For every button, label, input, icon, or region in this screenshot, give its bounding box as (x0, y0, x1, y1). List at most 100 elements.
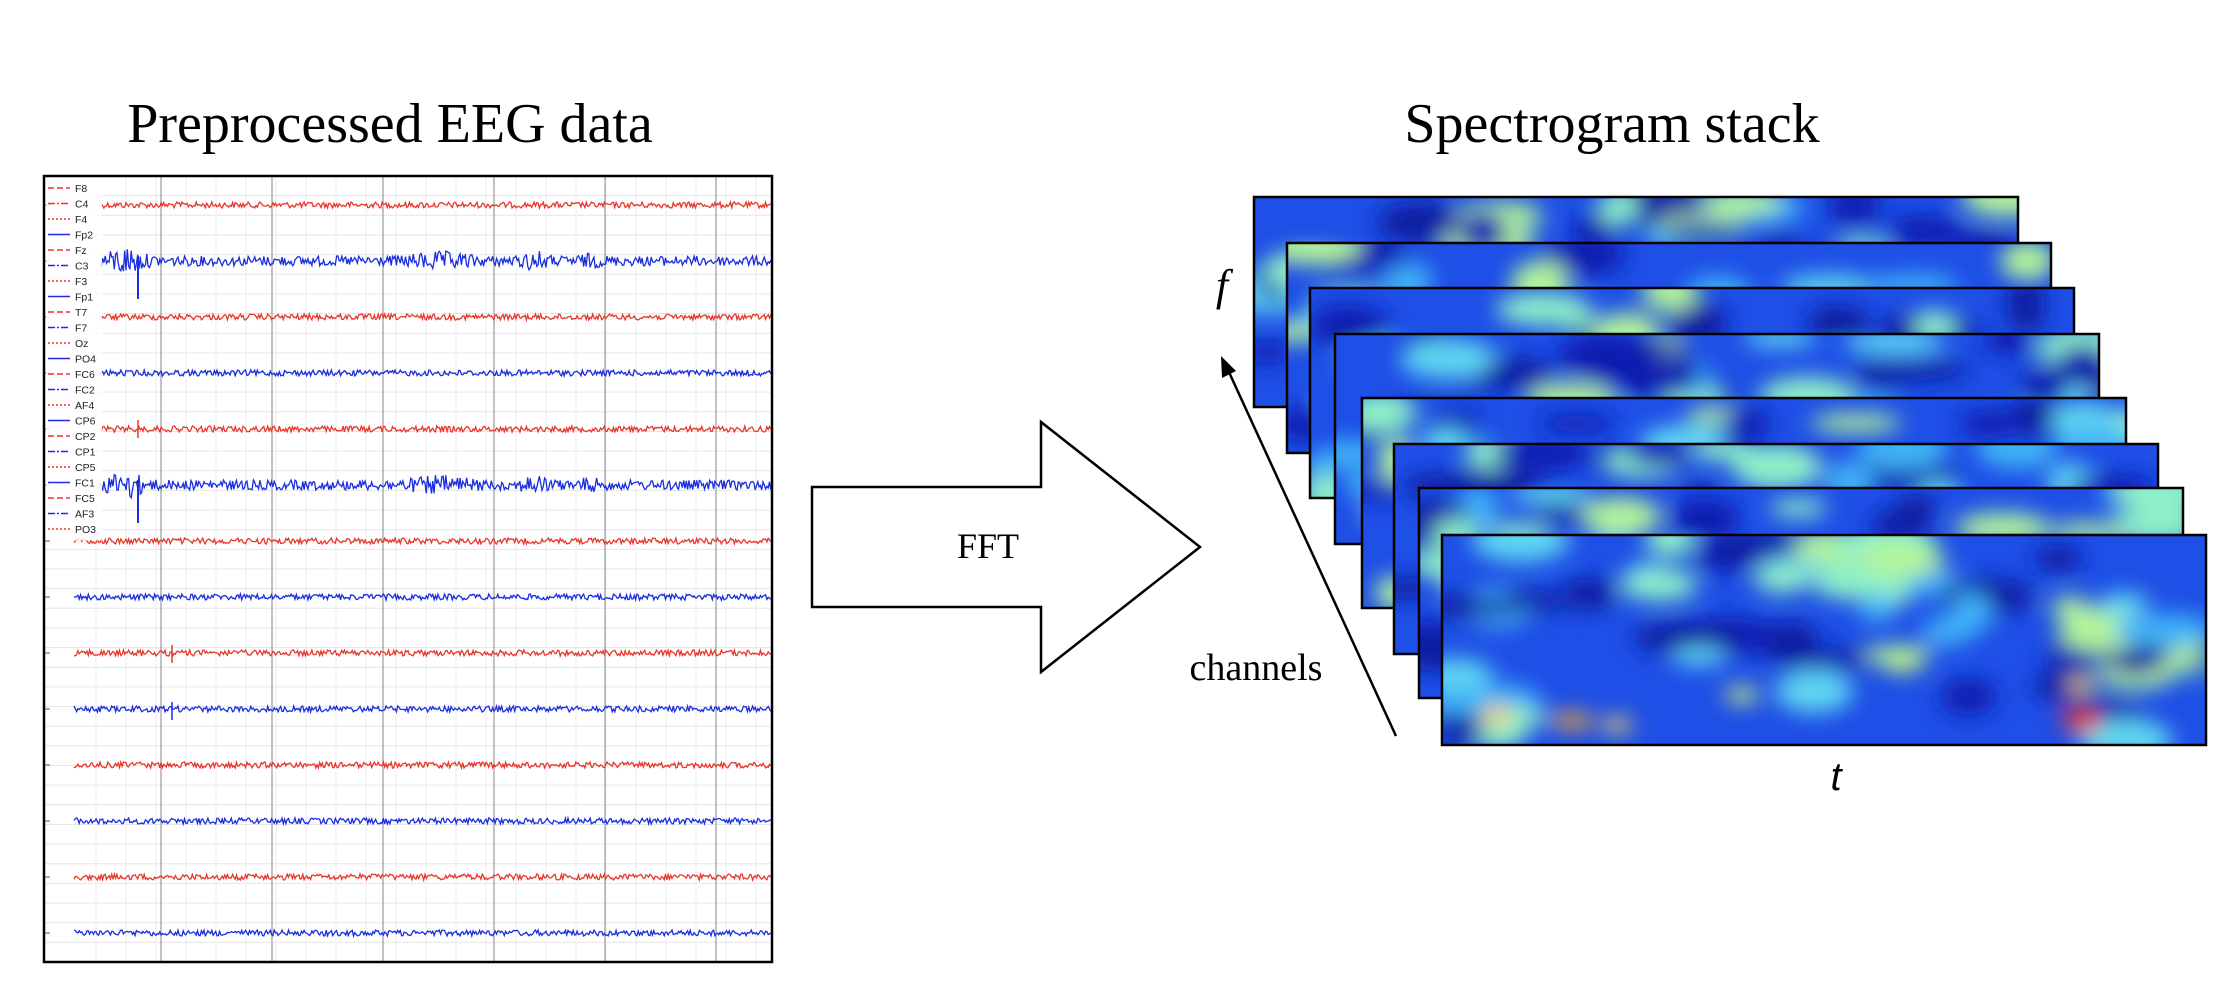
eeg-legend-label: CP5 (75, 462, 96, 474)
spectrogram-blob (2098, 592, 2149, 616)
eeg-plot-frame (42, 174, 774, 964)
spectrogram-blob (1597, 197, 1639, 226)
spectrogram-blob (1399, 339, 1499, 379)
eeg-legend-label: PO4 (75, 354, 96, 366)
eeg-trace (73, 591, 772, 603)
eeg-legend-label: C3 (75, 261, 89, 273)
spectrogram-blob (1377, 202, 1464, 244)
eeg-traces (44, 199, 772, 939)
spectrogram-blob (1828, 197, 1881, 226)
eeg-legend-label: FC1 (75, 478, 95, 490)
eeg-legend-label: CP2 (75, 431, 96, 443)
channels-arrow (1221, 356, 1398, 737)
spectrogram-blob (1870, 510, 1931, 541)
eeg-legend: F8 C4 F4 Fp2 Fz C3 F3 Fp1 T7 F7 Oz PO4 FC6 FC2 AF4 CP6 C… (46, 178, 102, 541)
eeg-plot: F8 C4 F4 Fp2 Fz C3 F3 Fp1 T7 F7 Oz PO4 FC6 FC2 AF4 CP6 C… (42, 174, 774, 964)
spectrogram-blob (2007, 289, 2046, 333)
spectrogram-blob (1961, 197, 2018, 217)
eeg-legend-label: Fz (75, 245, 87, 257)
eeg-trace (99, 367, 772, 379)
spectrogram-blob (1844, 334, 1946, 355)
spectrogram-blob (2058, 607, 2147, 653)
eeg-legend-label: F7 (75, 323, 87, 335)
eeg-trace (73, 815, 772, 827)
spectrogram-hotspot (2068, 678, 2096, 692)
eeg-legend-label: F8 (75, 183, 87, 195)
spectrogram-stack (1252, 195, 2208, 747)
fft-arrow: FFT (810, 419, 1203, 675)
spectrogram-blob (1538, 414, 1616, 433)
eeg-legend-label: PO3 (75, 524, 96, 536)
spectrogram-blob (1561, 578, 1617, 610)
spectrogram-blob (1543, 243, 1626, 277)
eeg-trace (99, 473, 772, 500)
spectrogram-blob (2000, 243, 2051, 281)
spectrogram-blobs (1442, 535, 2206, 745)
spectrogram-blob (1442, 688, 1500, 715)
eeg-legend-label: CP6 (75, 416, 96, 428)
spectrogram-blob (1753, 563, 1812, 593)
spectrogram-blob (1287, 243, 1363, 265)
fft-label: FFT (957, 526, 1019, 566)
spectrogram-blob (1857, 541, 1946, 578)
spectrogram-blob (1775, 669, 1854, 714)
eeg-legend-label: F4 (75, 214, 87, 226)
spectrogram-blob (1628, 444, 1692, 468)
spectrogram-blob (1661, 222, 1749, 244)
spectrogram-blob (1701, 197, 1783, 216)
spectrogram-blob (1700, 535, 1801, 560)
spectrogram-blob (1442, 713, 1484, 743)
spectrogram-blob (1496, 292, 1590, 326)
spectrogram-blob (1496, 591, 1567, 611)
eeg-trace (73, 871, 772, 883)
spectrogram-blob (1960, 410, 2016, 439)
spectrogram-blob (1885, 216, 1961, 247)
spectrogram-blob (1853, 361, 1912, 387)
spectrogram-blob (1645, 535, 1695, 557)
eeg-legend-label: C4 (75, 199, 89, 211)
spectrogram-blob (2111, 488, 2183, 514)
eeg-trace (73, 703, 772, 715)
spectrogram-panel-title: Spectrogram stack (1404, 93, 1819, 155)
spectrogram-hotspot (1724, 687, 1760, 703)
channels-axis-label: channels (1190, 647, 1323, 689)
spectrogram-blob (1493, 444, 1591, 471)
spectrogram-blob (1984, 334, 2033, 355)
spectrogram-layer (1440, 533, 2208, 747)
spectrogram-frame (1440, 533, 2208, 747)
eeg-legend-label: FC2 (75, 385, 95, 397)
spectrogram-blob (1743, 334, 1818, 348)
eeg-grid (44, 176, 772, 962)
eeg-trace (73, 647, 772, 659)
eeg-panel-title: Preprocessed EEG data (127, 93, 653, 155)
spectrogram-hotspot (1884, 657, 1920, 673)
eeg-trace (73, 759, 772, 771)
spectrogram-hotspot (1481, 706, 1513, 724)
spectrogram-blob (1721, 407, 1770, 439)
eeg-legend-label: FC6 (75, 369, 95, 381)
spectrogram-blob (1856, 444, 1949, 471)
spectrogram-blob (1671, 646, 1727, 667)
spectrogram-blob (1858, 462, 1958, 486)
eeg-trace (99, 423, 772, 435)
spectrogram-blob (1810, 413, 1902, 433)
spectrogram-blob (2114, 613, 2206, 648)
spectrogram-blob (1634, 620, 1738, 656)
channels-arrow-line (1226, 369, 1398, 737)
spectrogram-hotspot (2062, 709, 2102, 733)
spectrogram-blob (2079, 718, 2173, 745)
eeg-trace (73, 927, 772, 939)
spectrogram-blob (1620, 568, 1698, 601)
spectrogram-blob (2035, 668, 2093, 703)
spectrogram-blob (1254, 341, 1290, 365)
time-axis-label: t (1830, 755, 1843, 799)
fft-arrow-shape (810, 419, 1203, 675)
eeg-legend-label: T7 (75, 307, 87, 319)
spectrogram-blob (1483, 357, 1550, 384)
spectrogram-blob (1442, 658, 1494, 692)
spectrogram-blob (1641, 288, 1699, 312)
spectrogram-blob (1858, 594, 1895, 623)
spectrogram-blob (1975, 444, 2058, 470)
eeg-trace (99, 311, 772, 323)
